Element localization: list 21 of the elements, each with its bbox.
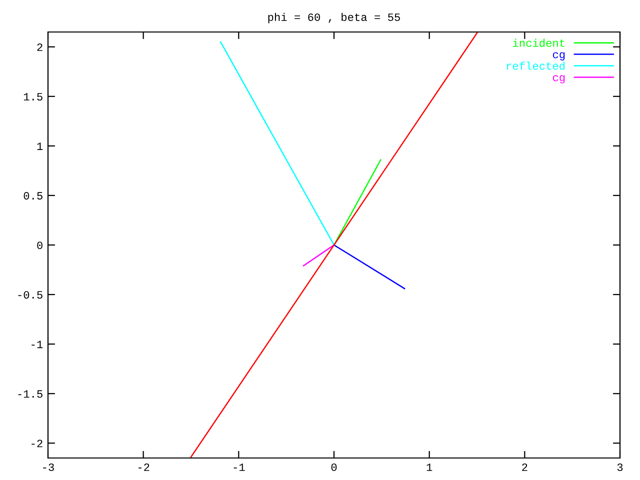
legend-label: incident xyxy=(512,38,564,47)
y-tick-label: -0.5 xyxy=(18,291,42,299)
x-tick-label: 2 xyxy=(522,463,528,471)
y-tick-label: -1 xyxy=(32,340,43,348)
legend-label: reflected xyxy=(506,62,565,70)
legend-label: cg xyxy=(552,52,565,60)
x-tick-label: -1 xyxy=(234,464,245,471)
y-tick-label: 0 xyxy=(37,242,42,250)
y-tick-label: 2 xyxy=(37,43,42,51)
x-tick-label: 3 xyxy=(617,463,623,472)
y-tick-label: 0.5 xyxy=(24,192,42,200)
legend-label: cg xyxy=(552,75,565,84)
y-tick-label: 1 xyxy=(37,142,43,150)
x-tick-label: -2 xyxy=(138,463,150,471)
chart-title: phi = 60 , beta = 55 xyxy=(268,12,400,24)
x-tick-label: 1 xyxy=(426,464,432,471)
y-tick-label: 1.5 xyxy=(24,93,42,101)
x-tick-label: 0 xyxy=(331,463,337,472)
x-tick-label: -3 xyxy=(43,463,54,472)
y-tick-label: -2 xyxy=(32,440,42,448)
y-tick-label: -1.5 xyxy=(18,390,42,398)
